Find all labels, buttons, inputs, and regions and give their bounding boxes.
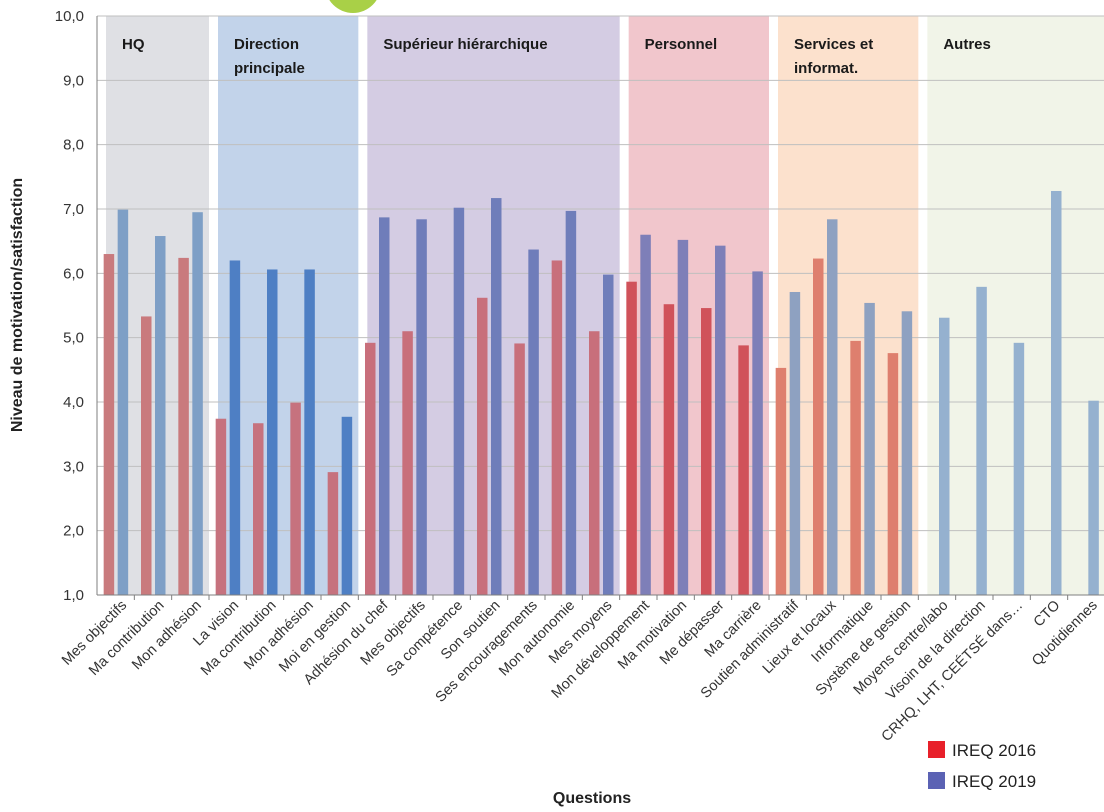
bar-2019 xyxy=(976,286,987,595)
bar-2019 xyxy=(416,219,427,595)
y-tick-label: 4,0 xyxy=(63,394,84,411)
bar-2019 xyxy=(715,245,726,596)
bar-2016 xyxy=(178,257,189,595)
legend-swatch-2019 xyxy=(928,772,945,789)
bar-2016 xyxy=(365,342,376,595)
bar-2019 xyxy=(752,271,763,595)
bar-2016 xyxy=(103,254,115,596)
bar-2019 xyxy=(939,317,950,595)
bar-2019 xyxy=(565,210,577,595)
bar-2016 xyxy=(589,331,600,595)
gridlines xyxy=(97,15,1104,532)
bar-2019 xyxy=(1088,400,1099,595)
y-tick-label: 6,0 xyxy=(63,265,84,282)
legend-swatch-2016 xyxy=(928,741,945,758)
legend: IREQ 2016 IREQ 2019 xyxy=(928,741,1036,791)
y-axis-title: Niveau de motivation/satisfaction xyxy=(9,178,26,432)
legend-label-2019: IREQ 2019 xyxy=(952,772,1036,791)
legend-label-2016: IREQ 2016 xyxy=(952,741,1036,760)
y-tick-label: 2,0 xyxy=(63,523,84,540)
bar-2019 xyxy=(864,302,875,595)
group-label: Direction xyxy=(234,36,299,53)
y-tick-label: 5,0 xyxy=(63,330,84,347)
bar-2019 xyxy=(1013,342,1025,595)
bar-2019 xyxy=(229,260,241,595)
bars xyxy=(103,190,1099,596)
bar-2016 xyxy=(402,331,413,595)
bar-2019 xyxy=(155,236,166,595)
group-label: Services et xyxy=(794,36,873,53)
x-tick-label: Quotidiennes xyxy=(1029,598,1101,670)
bar-2019 xyxy=(341,416,353,595)
bar-2019 xyxy=(453,207,465,596)
y-tick-label: 7,0 xyxy=(63,201,84,218)
bar-2019 xyxy=(1051,190,1062,595)
bar-2016 xyxy=(551,260,563,595)
bar-2016 xyxy=(663,304,675,595)
bar-2019 xyxy=(789,291,801,595)
bar-2016 xyxy=(290,402,301,595)
bar-2019 xyxy=(117,209,129,596)
bar-2016 xyxy=(253,423,264,595)
x-tick-label: CTO xyxy=(1031,598,1064,631)
group-labels: HQ Direction principale Supérieur hiérarchi… xyxy=(122,36,991,77)
y-tick-label: 1,0 xyxy=(63,587,84,604)
bar-2019 xyxy=(304,269,315,595)
group-bands xyxy=(106,16,1104,595)
group-label: informat. xyxy=(794,60,858,77)
bar-2016 xyxy=(775,367,787,595)
bar-2019 xyxy=(528,249,539,595)
x-axis-title: Questions xyxy=(553,790,631,807)
bar-2016 xyxy=(738,345,749,595)
group-label: Personnel xyxy=(645,36,718,53)
bar-2016 xyxy=(141,316,152,595)
group-label: HQ xyxy=(122,36,145,53)
bar-2019 xyxy=(379,217,390,595)
bar-2019 xyxy=(901,311,913,595)
y-tick-label: 8,0 xyxy=(63,137,84,154)
y-tick-label: 3,0 xyxy=(63,458,84,475)
bar-2016 xyxy=(514,343,525,595)
y-tick-label: 10,0 xyxy=(55,8,84,25)
bar-2019 xyxy=(640,234,651,595)
bar-2016 xyxy=(477,297,488,595)
bar-2016 xyxy=(813,258,824,595)
group-label: Supérieur hiérarchique xyxy=(383,36,547,53)
bar-2016 xyxy=(887,353,899,595)
bar-2019 xyxy=(267,269,278,595)
bar-2016 xyxy=(850,340,861,595)
y-tick-label: 9,0 xyxy=(63,72,84,89)
bar-2016 xyxy=(701,308,712,595)
bar-2019 xyxy=(603,274,614,595)
group-label: Autres xyxy=(943,36,991,53)
bar-2019 xyxy=(677,239,689,595)
bar-2016 xyxy=(327,472,339,595)
bar-2019 xyxy=(491,198,502,595)
group-label: principale xyxy=(234,60,305,77)
bar-2019 xyxy=(827,219,838,595)
bar-2016 xyxy=(626,281,637,595)
bar-2019 xyxy=(192,212,203,595)
bar-2016 xyxy=(215,418,227,595)
green-circle-decoration xyxy=(329,0,377,13)
